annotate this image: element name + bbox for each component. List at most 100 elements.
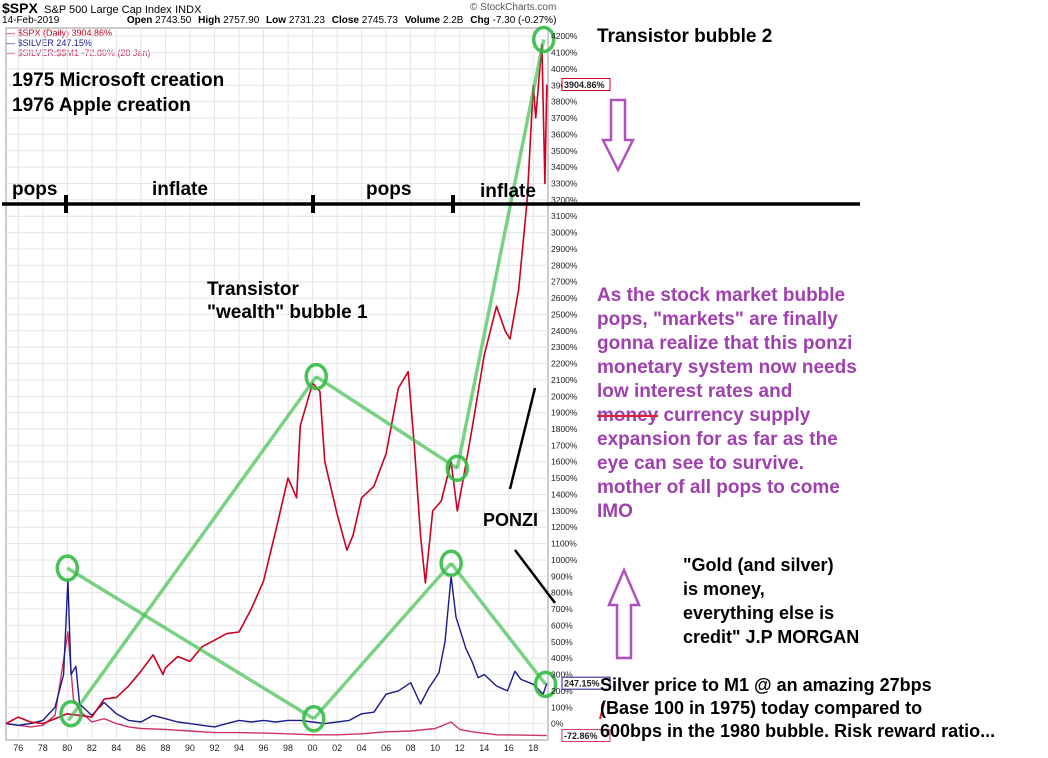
legend-item-silver: — $SILVER 247.15%	[6, 38, 92, 48]
x-tick-label: 96	[259, 743, 269, 753]
y-tick-label: 3300%	[551, 178, 578, 188]
pivot-circle	[55, 554, 80, 582]
end-value-box	[561, 729, 611, 743]
bubble1-label-line: Transistor	[207, 279, 299, 300]
y-tick-label: 0%	[551, 719, 564, 729]
y-tick-label: 900%	[551, 571, 573, 581]
x-tick-label: 12	[455, 743, 465, 753]
ponzi-label: PONZI	[483, 510, 539, 530]
phase-label: inflate	[152, 179, 208, 200]
silver-note-line: (Base 100 in 1975) today compared to	[600, 698, 923, 718]
red-marker	[599, 702, 605, 720]
open-value: 2743.50	[155, 15, 192, 26]
x-tick-label: 88	[160, 743, 170, 753]
y-tick-label: 1400%	[551, 489, 578, 499]
ponzi-pointer-down	[514, 549, 556, 604]
pivot-circle	[59, 700, 83, 728]
exchange: INDX	[175, 4, 202, 16]
x-tick-label: 94	[234, 743, 244, 753]
trend-line	[455, 39, 546, 469]
index-name: S&P 500 Large Cap Index	[44, 4, 172, 16]
y-tick-label: 2300%	[551, 342, 578, 352]
x-tick-label: 00	[308, 743, 318, 753]
y-tick-label: 1300%	[551, 506, 578, 516]
y-tick-label: 2100%	[551, 375, 578, 385]
y-tick-label: 3100%	[551, 211, 578, 221]
trend-line	[67, 375, 318, 722]
high-label: High	[198, 15, 221, 26]
silver-note-line: Silver price to M1 @ an amazing 27bps	[600, 675, 932, 695]
y-tick-label: 3400%	[551, 162, 578, 172]
volume-value: 2.2B	[442, 15, 464, 26]
jp-morgan-quote: "Gold (and silver) is money, everything …	[683, 553, 859, 649]
struck-word: money	[597, 405, 659, 426]
x-tick-label: 82	[87, 743, 97, 753]
x-tick-label: 80	[62, 743, 72, 753]
trend-line	[312, 562, 453, 720]
end-value-label: -72.86%	[564, 731, 598, 741]
legend-item-spx: — $SPX (Daily) 3904.86%	[6, 28, 113, 38]
down-arrow-icon	[600, 98, 636, 173]
y-tick-label: 3800%	[551, 97, 578, 107]
y-tick-label: 700%	[551, 604, 573, 614]
series-line-silver	[5, 575, 548, 728]
x-tick-label: 84	[111, 743, 121, 753]
thesis-line: expansion for as far as the	[597, 429, 838, 450]
trend-line	[449, 562, 547, 686]
ponzi-pointer-up	[508, 387, 537, 490]
bubble1-label: Transistor "wealth" bubble 1	[207, 278, 368, 324]
thesis-note: As the stock market bubble pops, "market…	[597, 284, 857, 524]
x-tick-label: 86	[136, 743, 146, 753]
end-value-box	[561, 676, 611, 690]
x-tick-label: 10	[430, 743, 440, 753]
end-value-box	[561, 77, 611, 91]
x-tick-label: 16	[504, 743, 514, 753]
quote-line: is money,	[683, 579, 765, 599]
y-tick-label: 3600%	[551, 129, 578, 139]
y-tick-label: 3000%	[551, 228, 578, 238]
y-tick-label: 2900%	[551, 244, 578, 254]
y-tick-label: 1800%	[551, 424, 578, 434]
x-tick-label: 02	[332, 743, 342, 753]
y-tick-label: 1700%	[551, 440, 578, 450]
creation-note: 1975 Microsoft creation 1976 Apple creat…	[12, 68, 224, 118]
x-tick-label: 04	[357, 743, 367, 753]
up-arrow-icon	[607, 566, 641, 660]
y-tick-label: 100%	[551, 702, 573, 712]
y-tick-label: 4000%	[551, 64, 578, 74]
chg-label: Chg	[470, 15, 490, 26]
y-tick-label: 2800%	[551, 260, 578, 270]
x-tick-label: 14	[479, 743, 489, 753]
y-tick-label: 500%	[551, 637, 573, 647]
x-tick-label: 08	[406, 743, 416, 753]
creation-note-line: 1975 Microsoft creation	[12, 70, 225, 91]
thesis-line: monetary system now needs	[597, 357, 857, 378]
ohlc-row: 14-Feb-2019 Open 2743.50 High 2757.90 Lo…	[2, 15, 556, 26]
quote-line: "Gold (and silver)	[683, 555, 834, 575]
x-tick-label: 78	[38, 743, 48, 753]
bubble1-label-line: "wealth" bubble 1	[207, 302, 368, 323]
y-tick-label: 3700%	[551, 113, 578, 123]
y-tick-label: 2000%	[551, 391, 578, 401]
creation-note-line: 1976 Apple creation	[12, 95, 191, 116]
thesis-line: IMO	[597, 501, 633, 522]
y-tick-label: 4100%	[551, 48, 578, 58]
x-tick-label: 18	[528, 743, 538, 753]
pivot-circle	[533, 670, 558, 699]
thesis-line: gonna realize that this ponzi	[597, 333, 853, 354]
pivot-circle	[304, 362, 328, 391]
low-value: 2731.23	[288, 15, 325, 26]
close-label: Close	[331, 15, 359, 26]
phase-label: inflate	[480, 181, 536, 202]
thesis-line: money currency supply	[597, 405, 811, 426]
x-tick-label: 92	[209, 743, 219, 753]
thesis-line: mother of all pops to come	[597, 477, 840, 498]
end-value-label: 3904.86%	[564, 80, 605, 90]
series-line-silver-m1	[5, 631, 547, 737]
chart-header: $SPX S&P 500 Large Cap Index INDX	[2, 0, 201, 16]
y-tick-label: 4200%	[551, 31, 578, 41]
y-tick-label: 1000%	[551, 555, 578, 565]
watermark: © StockCharts.com	[470, 2, 557, 13]
x-tick-label: 90	[185, 743, 195, 753]
volume-label: Volume	[404, 15, 441, 26]
